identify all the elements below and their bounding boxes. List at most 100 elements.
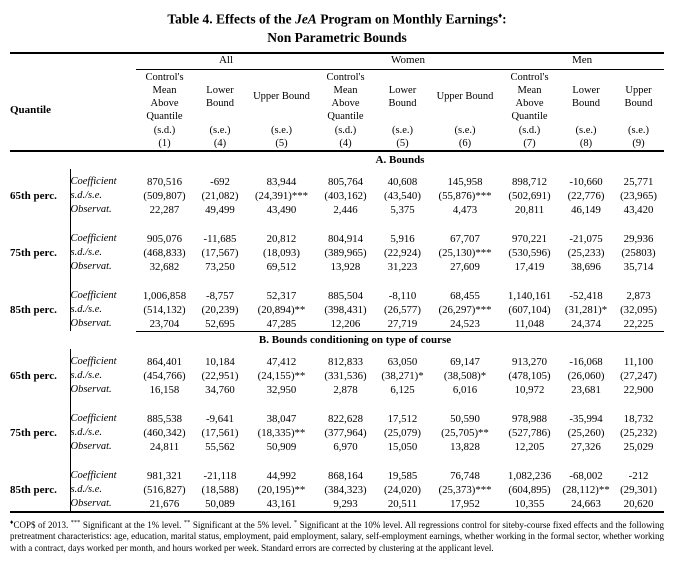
value-cell: 2,873	[626, 289, 651, 302]
value-cell: (20,239)	[201, 303, 239, 316]
value-cell: 2,446	[333, 203, 358, 216]
bounds-table-container: All Women Men Quantile Control's Mean Above Qua…	[10, 51, 665, 513]
column-header-lines: Lower Bound	[559, 70, 613, 124]
value-cell: (28,112)**	[562, 483, 610, 496]
column-header-line: Quantile	[146, 110, 183, 122]
value-cell: 46,149	[571, 203, 601, 216]
spacer-row	[10, 453, 664, 469]
spacer-cell	[10, 454, 70, 469]
value-cell: (460,342)	[143, 426, 186, 439]
value-cell: 52,317	[266, 289, 297, 302]
quantile-column-header: Quantile	[10, 103, 51, 116]
column-header-line: Upper	[625, 84, 652, 96]
value-cell: -10,660	[569, 175, 603, 188]
quantile-label: 85th perc.	[10, 303, 57, 316]
value-cell: 50,590	[450, 412, 480, 425]
value-cell: (24,155)**	[257, 369, 306, 382]
value-cell: (20,894)**	[257, 303, 306, 316]
value-cell: 24,374	[571, 317, 601, 330]
stat-label: Observat.	[69, 496, 136, 512]
value-cell: 13,828	[450, 440, 480, 453]
value-cell: 864,401	[146, 355, 183, 368]
bounds-table: All Women Men Quantile Control's Mean Above Qua…	[10, 51, 665, 513]
value-cell: 898,712	[511, 175, 548, 188]
value-cell: 44,992	[266, 469, 297, 482]
value-cell: (24,020)	[384, 483, 421, 496]
value-cell: 24,663	[571, 497, 601, 510]
column-header: Upper Bound	[613, 70, 664, 124]
value-cell: (22,776)	[567, 189, 605, 202]
value-cell: (516,827)	[143, 483, 186, 496]
value-cell: 47,412	[266, 355, 297, 368]
value-cell: 145,958	[447, 175, 483, 188]
stat-column-header-spacer	[70, 70, 136, 151]
value-cell: 15,050	[387, 440, 418, 453]
value-cell: (18,335)**	[257, 426, 306, 439]
section-divider-rule	[136, 330, 665, 332]
quantile-label: 65th perc.	[10, 369, 57, 382]
value-cell: 4,473	[452, 203, 478, 216]
value-cell: 32,950	[266, 383, 297, 396]
spacer-cell	[136, 274, 664, 289]
group-label: All	[136, 54, 316, 70]
column-header: Control's Mean Above Quantile	[500, 70, 559, 124]
title-colon: :	[502, 11, 507, 27]
column-header-line: Bound	[205, 97, 234, 109]
value-cell: (17,567)	[201, 246, 239, 259]
value-cell: 38,047	[266, 412, 297, 425]
footnote-diamond-marker: ♦	[10, 518, 14, 526]
value-cell: 24,523	[450, 317, 480, 330]
value-cell: 43,420	[623, 203, 654, 216]
value-cell: 22,225	[623, 317, 654, 330]
section-header-row: A. Bounds	[10, 151, 664, 169]
value-cell: (22,924)	[384, 246, 421, 259]
data-row: 75th perc. Coefficient 905,076 -11,685 20,81…	[10, 231, 664, 259]
value-cell: -11,685	[203, 232, 237, 245]
value-cell: 17,512	[387, 412, 418, 425]
data-row: 85th perc. Coefficient 1,006,858 -8,757 52,3…	[10, 288, 664, 316]
value-cell: (502,691)	[508, 189, 551, 202]
spacer-row	[10, 273, 664, 289]
value-cell: 978,988	[511, 412, 548, 425]
column-header-lines: Control's Mean Above Quantile	[136, 70, 193, 124]
value-cell: -16,068	[569, 355, 603, 368]
column-number: (7)	[523, 137, 536, 149]
value-cell: 905,076	[146, 232, 183, 245]
value-cell: (514,132)	[143, 303, 186, 316]
footnote-stars-10pct: *	[293, 518, 298, 526]
data-row: s.d./s.e. (509,807) (21,082) (24,391)*** (40…	[10, 188, 664, 203]
stat-abbrev: (s.d.)	[518, 124, 541, 136]
value-cell: 32,682	[149, 260, 180, 273]
column-number: (4)	[339, 137, 352, 149]
value-cell: 17,952	[450, 497, 480, 510]
stat-label: s.d./s.e.	[69, 482, 136, 497]
data-row: Observat. 16,158 34,760 32,950 2,878 6,125 6,0…	[10, 382, 664, 397]
stat-label: Coefficient	[69, 411, 136, 426]
data-row: 75th perc. Coefficient 885,538 -9,641 38,047…	[10, 411, 664, 439]
value-cell: -21,118	[203, 469, 237, 482]
value-cell: (32,095)	[620, 303, 657, 316]
data-row: 65th perc. Coefficient 870,516 -692 83,944 80…	[10, 174, 664, 202]
group-label: Men	[500, 54, 665, 70]
stat-label: Observat.	[69, 382, 136, 397]
value-cell: 40,608	[387, 175, 418, 188]
stat-abbrev: (s.d.)	[153, 124, 176, 136]
value-cell: 20,620	[623, 497, 654, 510]
title-text-prefix: Table 4. Effects of the	[167, 11, 296, 27]
value-cell: (25,233)	[567, 246, 605, 259]
quantile-label: 65th perc.	[10, 189, 57, 202]
footnote-text: COP$ of 2013.	[13, 519, 71, 530]
value-cell: (38,271)*	[381, 369, 424, 382]
column-number: (1)	[158, 137, 171, 149]
column-header-line: Lower	[572, 84, 600, 96]
value-cell: (604,895)	[508, 483, 551, 496]
spacer-cell-divider	[69, 168, 136, 175]
value-cell: 2,878	[333, 383, 358, 396]
value-cell: 12,206	[330, 317, 361, 330]
value-cell: 25,029	[623, 440, 654, 453]
value-cell: 6,016	[452, 383, 478, 396]
value-cell: (29,301)	[620, 483, 657, 496]
value-cell: -52,418	[569, 289, 603, 302]
group-header: All	[136, 53, 316, 70]
value-cell: (26,297)***	[438, 303, 492, 316]
